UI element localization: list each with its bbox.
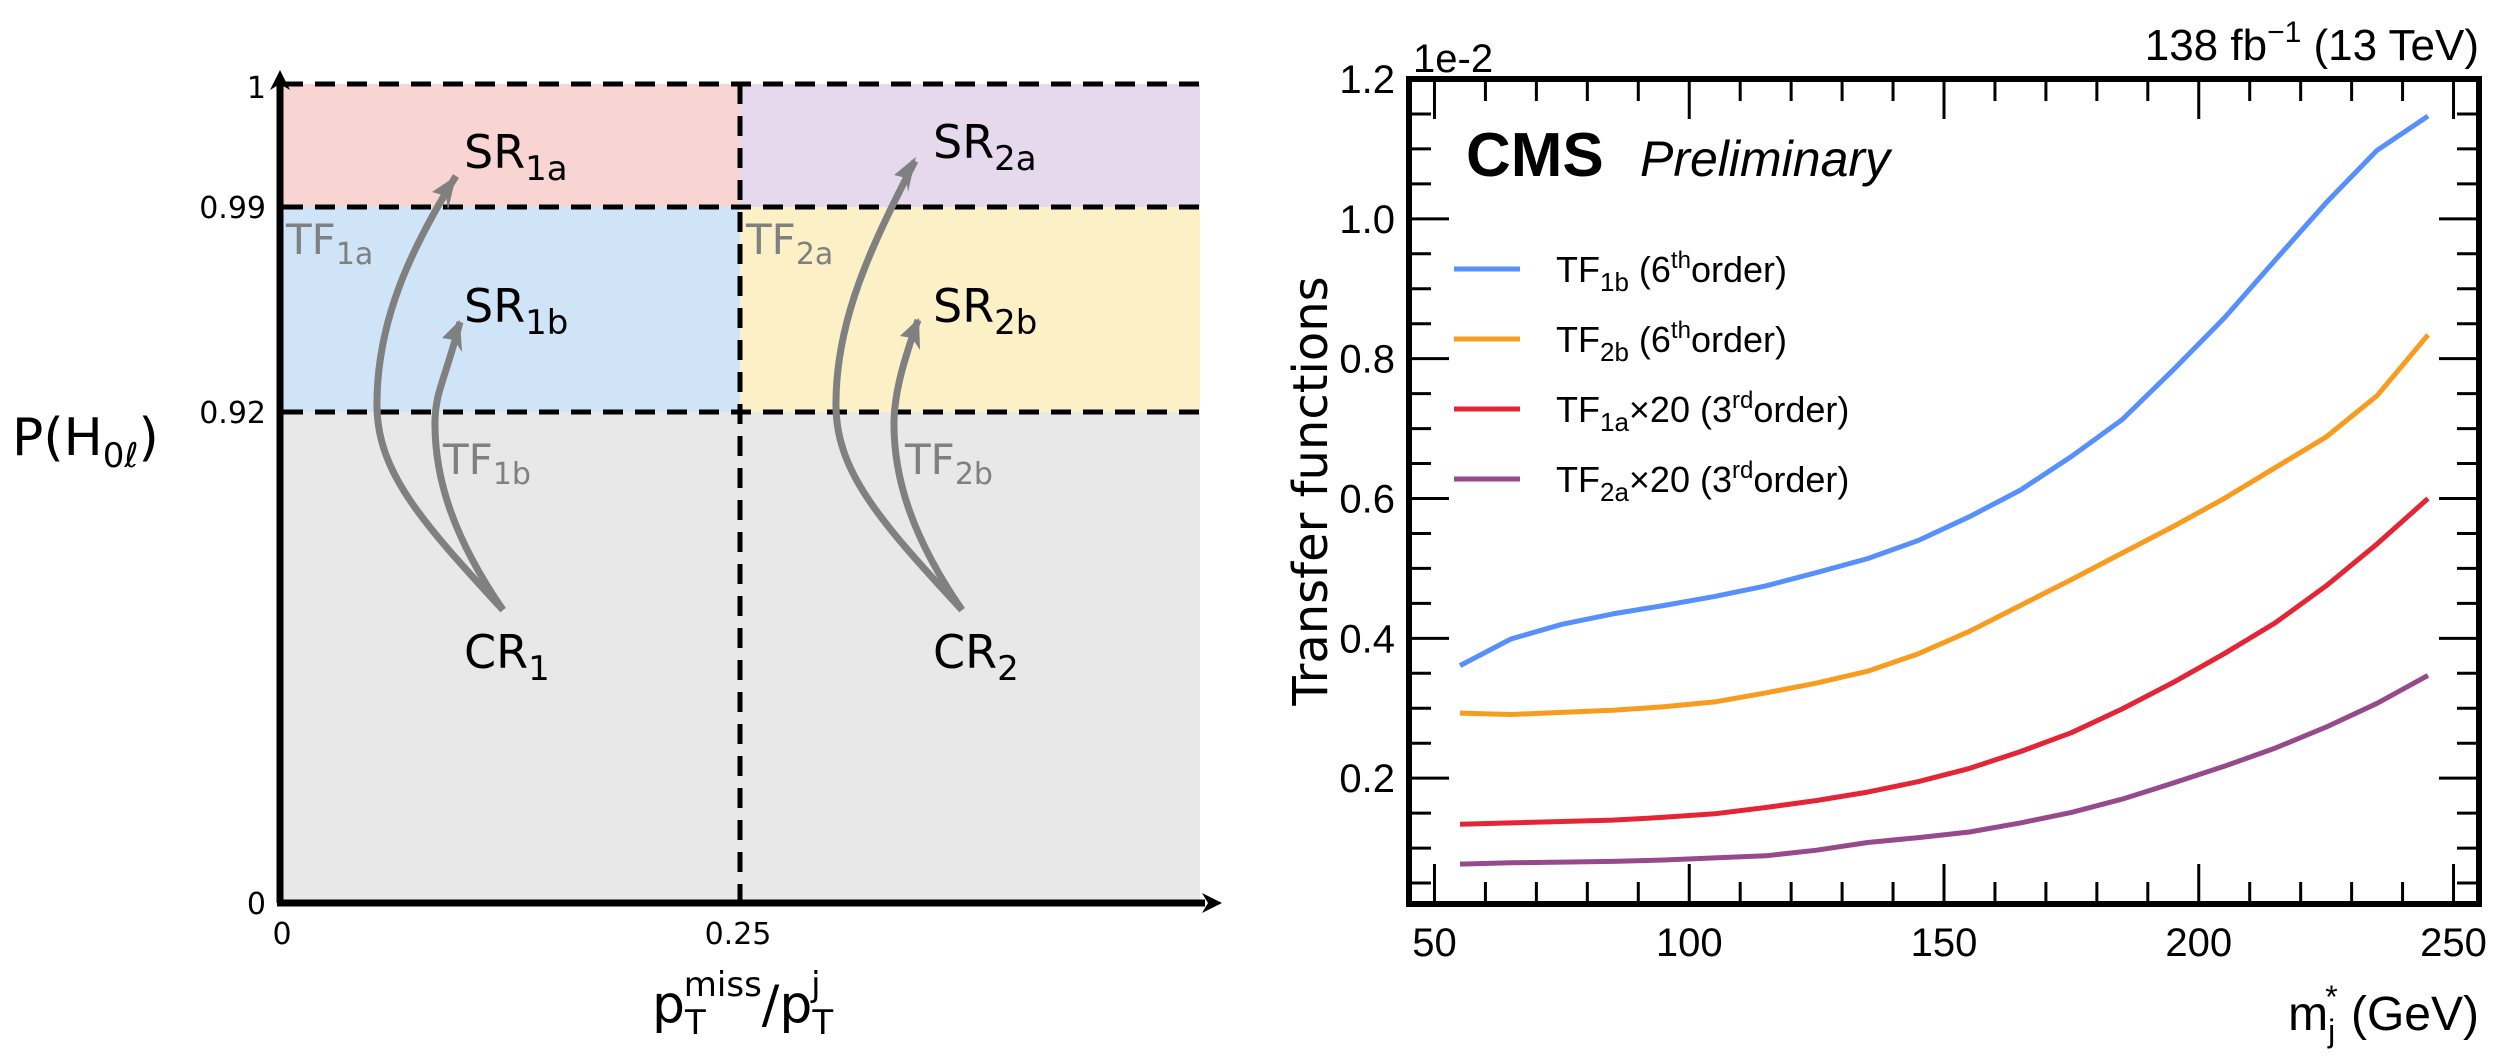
- legend-label: TF1b (6thorder): [1556, 247, 1787, 297]
- y-axis-title: P(H0ℓ): [12, 408, 159, 476]
- legend-item: TF2a×20 (3rdorder): [1454, 457, 1849, 507]
- x-tick-label: 250: [2420, 921, 2487, 965]
- regions-layer: [280, 84, 1200, 903]
- series-layer: [1458, 114, 2430, 867]
- y-tick-label: 0.99: [199, 191, 266, 226]
- transfer-arrow-tf2b: [890, 318, 965, 612]
- x-tick-label: 100: [1656, 921, 1723, 965]
- y-tick-label: 0.2: [1339, 757, 1395, 801]
- series-line-tf2b: [1459, 333, 2430, 717]
- region-cr1: [280, 412, 740, 903]
- x-tick-label: 50: [1412, 921, 1457, 965]
- y-tick-label: 1: [247, 71, 266, 106]
- legend-item: TF2b (6thorder): [1454, 317, 1787, 367]
- status-label: Preliminary: [1640, 131, 1893, 187]
- x-axis-title: mj* (GeV): [2288, 979, 2479, 1049]
- arrowhead-icon: [894, 157, 916, 192]
- region-cr2: [740, 412, 1200, 903]
- arrowhead-icon: [432, 176, 456, 210]
- x-tick-label: 200: [2165, 921, 2232, 965]
- region-sr2b: [740, 207, 1200, 412]
- y-axis-title: Transfer functions: [1283, 276, 1339, 706]
- region-sr1b: [280, 207, 740, 412]
- y-tick-label: 0: [247, 887, 266, 922]
- transfer-arrow-tf1b: [431, 321, 506, 612]
- y-tick-label: 0.6: [1339, 477, 1395, 521]
- region-label-sr2a: SR2a: [933, 115, 1037, 179]
- series-line-tf1a: [1459, 496, 2430, 827]
- region-diagram: 1 0.99 0.92 0 0 0.25 P(H0ℓ) pTmiss/pTj S…: [12, 70, 1222, 1043]
- series-line-tf2a: [1459, 673, 2430, 867]
- ticks-layer: [1409, 79, 2479, 904]
- y-tick-label: 0.4: [1339, 617, 1395, 661]
- series-line-tf1b: [1458, 114, 2430, 668]
- x-tick-label: 150: [1911, 921, 1978, 965]
- legend-label: TF1a×20 (3rdorder): [1556, 387, 1849, 437]
- legend: TF1b (6thorder) TF2b (6thorder) TF1a×20 (3…: [1454, 247, 1849, 507]
- y-tick-label: 1.0: [1339, 198, 1395, 242]
- legend-item: TF1b (6thorder): [1454, 247, 1787, 297]
- x-tick-label: 0: [272, 917, 291, 952]
- transfer-arrow-tf2a: [832, 159, 965, 613]
- tf-label-1b: TF1b: [442, 435, 531, 492]
- y-tick-label: 0.92: [199, 396, 266, 431]
- region-label-sr1a: SR1a: [464, 125, 568, 189]
- tick-labels-layer: 50 100 150 200 250 0.2 0.4 0.6 0.8 1.0 1.2: [1339, 58, 2487, 965]
- region-sr1a: [280, 84, 740, 207]
- lumi-label: 138 fb−1 (13 TeV): [2145, 16, 2479, 70]
- y-multiplier-label: 1e-2: [1413, 37, 1493, 81]
- transfer-function-plot: 50 100 150 200 250 0.2 0.4 0.6 0.8 1.0 1.2 1e-2 13…: [1283, 16, 2487, 1049]
- tf-label-1a: TF1a: [285, 215, 373, 272]
- legend-item: TF1a×20 (3rdorder): [1454, 387, 1849, 437]
- experiment-label: CMS: [1466, 121, 1604, 190]
- transfer-arrow-tf1a: [373, 174, 506, 613]
- region-label-sr2b: SR2b: [933, 279, 1037, 343]
- x-axis-title: pTmiss/pTj: [652, 965, 833, 1043]
- tf-label-2b: TF2b: [904, 435, 993, 492]
- y-tick-label: 1.2: [1339, 58, 1395, 102]
- region-label-sr1b: SR1b: [464, 279, 568, 343]
- x-axis-arrowhead-icon: [1202, 893, 1222, 913]
- y-tick-label: 0.8: [1339, 338, 1395, 382]
- x-tick-label: 0.25: [705, 917, 772, 952]
- region-label-cr2: CR2: [933, 625, 1019, 689]
- arrowhead-icon: [442, 320, 462, 352]
- tf-label-2a: TF2a: [745, 215, 833, 272]
- legend-label: TF2a×20 (3rdorder): [1556, 457, 1849, 507]
- region-sr2a: [740, 84, 1200, 207]
- legend-label: TF2b (6thorder): [1556, 317, 1787, 367]
- y-axis-arrowhead-icon: [270, 70, 290, 90]
- arrowhead-icon: [900, 318, 920, 350]
- region-label-cr1: CR1: [464, 625, 550, 689]
- region-boundaries: [283, 81, 1200, 903]
